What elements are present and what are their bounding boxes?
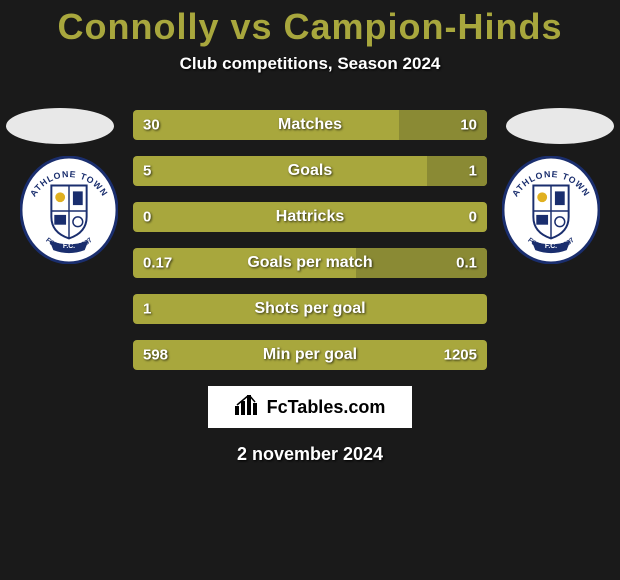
stat-label: Matches (278, 116, 342, 134)
stat-value-left: 0.17 (143, 255, 172, 272)
svg-text:F.C.: F.C. (545, 243, 557, 250)
stat-value-right: 1205 (444, 347, 477, 364)
club-crest-left: ATHLONE TOWN FOUNDED 1887 F.C. (20, 156, 118, 264)
stat-row: 598 Min per goal 1205 (133, 340, 487, 370)
branding-badge: FcTables.com (208, 386, 412, 428)
stat-value-left: 5 (143, 163, 151, 180)
stat-label: Goals (288, 162, 332, 180)
stat-bars: 30Matches105Goals10Hattricks00.17Goals p… (133, 108, 487, 370)
stat-row: 30 Matches 10 (133, 110, 487, 140)
svg-text:F.C.: F.C. (63, 243, 75, 250)
stat-value-right: 1 (469, 163, 477, 180)
branding-logo-icon (235, 395, 261, 420)
comparison-date: 2 november 2024 (0, 444, 620, 465)
stat-value-right: 0 (469, 209, 477, 226)
stat-value-left: 0 (143, 209, 151, 226)
stat-row: 0.17 Goals per match 0.1 (133, 248, 487, 278)
stat-label: Min per goal (263, 346, 357, 364)
stat-value-right: 0.1 (456, 255, 477, 272)
stat-value-left: 598 (143, 347, 168, 364)
player-right-silhouette (506, 108, 614, 144)
stat-row: 5 Goals 1 (133, 156, 487, 186)
player-left-silhouette (6, 108, 114, 144)
stat-row: 1 Shots per goal (133, 294, 487, 324)
comparison-subtitle: Club competitions, Season 2024 (0, 54, 620, 74)
stat-label: Shots per goal (254, 300, 365, 318)
club-crest-right: ATHLONE TOWN FOUNDED 1887 F.C. (502, 156, 600, 264)
comparison-area: ATHLONE TOWN FOUNDED 1887 F.C. ATHLONE T… (0, 108, 620, 370)
stat-row: 0 Hattricks 0 (133, 202, 487, 232)
stat-value-left: 30 (143, 117, 160, 134)
stat-value-right: 10 (460, 117, 477, 134)
comparison-title: Connolly vs Campion-Hinds (0, 0, 620, 48)
stat-label: Hattricks (276, 208, 344, 226)
branding-text: FcTables.com (267, 397, 386, 418)
stat-value-left: 1 (143, 301, 151, 318)
bar-right-segment (427, 156, 487, 186)
stat-label: Goals per match (247, 254, 372, 272)
